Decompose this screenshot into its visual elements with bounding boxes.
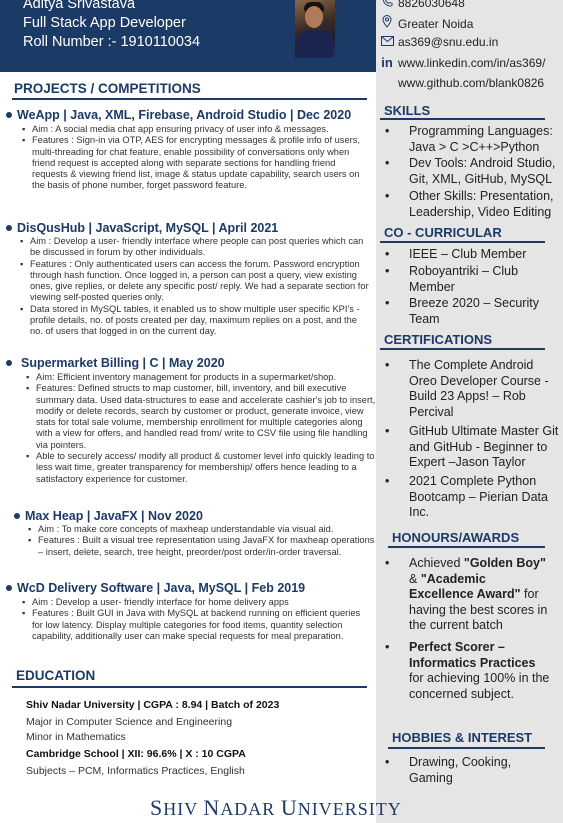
honours-rule xyxy=(388,546,545,548)
project-desc: ▪ Aim : A social media chat app ensuring … xyxy=(22,124,360,191)
hobbies-heading: HOBBIES & INTEREST xyxy=(392,730,533,745)
university-logo: SHIV NADAR UNIVERSITY xyxy=(150,795,402,820)
cocurricular-item: • Breeze 2020 – Security Team xyxy=(385,296,539,326)
project-bullet xyxy=(6,225,12,231)
major-line: Major in Computer Science and Engineerin… xyxy=(26,716,233,728)
honours-item: • Achieved "Golden Boy" & "Academic Excel… xyxy=(385,556,548,632)
minor-line: Minor in Mathematics xyxy=(26,731,126,743)
projects-heading: PROJECTS / COMPETITIONS xyxy=(14,81,201,96)
skills-rule xyxy=(380,118,545,120)
role-text: Full Stack App Developer xyxy=(23,15,186,31)
project-desc: ▪ Aim : Develop a user- friendly interfac… xyxy=(22,597,361,641)
project-desc: ▪ Aim : To make core concepts of maxheap … xyxy=(28,524,375,557)
honours-item: • Perfect Scorer – Informatics Practices … xyxy=(385,640,550,701)
project-bullet xyxy=(6,585,12,591)
certification-item: • 2021 Complete Python Bootcamp – Pierian… xyxy=(385,474,548,519)
cocurricular-item: • IEEE – Club Member xyxy=(385,247,527,261)
profile-photo xyxy=(295,0,335,58)
name-text: Aditya Srivastava xyxy=(23,0,136,12)
header-banner: Aditya Srivastava Full Stack App Develop… xyxy=(0,0,376,72)
school-line: Cambridge School | XII: 96.6% | X : 10 C… xyxy=(26,748,246,760)
phone-text: 8826030648 xyxy=(398,0,465,10)
subjects-line: Subjects – PCM, Informatics Practices, E… xyxy=(26,765,245,777)
project-title: WeApp | Java, XML, Firebase, Android Stu… xyxy=(17,108,352,122)
cocurricular-item: • Roboyantriki – Club Member xyxy=(385,264,519,294)
linkedin-link[interactable]: www.linkedin.com/in/as369/ xyxy=(398,56,546,70)
project-title: Supermarket Billing | C | May 2020 xyxy=(21,356,225,370)
certification-item: • GitHub Ultimate Master Git and GitHub -… xyxy=(385,424,559,469)
contact-location: Greater Noida xyxy=(376,15,563,31)
certifications-rule xyxy=(380,348,545,350)
github-link[interactable]: www.github.com/blank0826 xyxy=(398,76,545,90)
mail-icon xyxy=(376,35,398,49)
certification-item: • The Complete Android Oreo Developer Cou… xyxy=(385,358,549,419)
skills-heading: SKILLS xyxy=(384,103,431,118)
contact-phone: 8826030648 xyxy=(376,0,563,10)
contact-linkedin[interactable]: in www.linkedin.com/in/as369/ xyxy=(376,55,563,70)
project-title: Max Heap | JavaFX | Nov 2020 xyxy=(25,509,203,523)
linkedin-icon: in xyxy=(381,55,393,70)
cocurricular-heading: CO - CURRICULAR xyxy=(384,225,502,240)
contact-email[interactable]: as369@snu.edu.in xyxy=(376,35,563,49)
university-line: Shiv Nadar University | CGPA : 8.94 | Ba… xyxy=(26,699,280,711)
sidebar xyxy=(376,0,563,823)
skill-item: • Other Skills: Presentation, Leadership,… xyxy=(385,189,554,219)
education-heading: EDUCATION xyxy=(16,668,96,683)
honours-heading: HONOURS/AWARDS xyxy=(392,530,520,545)
hobby-item: • Drawing, Cooking, Gaming xyxy=(385,755,512,785)
email-link[interactable]: as369@snu.edu.in xyxy=(398,35,499,49)
project-bullet xyxy=(6,112,12,118)
location-text: Greater Noida xyxy=(398,17,474,31)
project-desc: ▪ Aim: Efficient inventory management for… xyxy=(26,372,376,484)
phone-icon xyxy=(376,0,398,10)
project-title: WcD Delivery Software | Java, MySQL | Fe… xyxy=(17,581,306,595)
education-rule xyxy=(12,686,367,688)
skill-item: • Dev Tools: Android Studio, Git, XML, Gi… xyxy=(385,156,556,186)
hobbies-rule xyxy=(388,747,545,749)
cocurricular-rule xyxy=(380,241,545,243)
roll-number-text: Roll Number :- 1910110034 xyxy=(23,34,201,50)
skill-item: • Programming Languages: Java > C >C++>Py… xyxy=(385,124,553,154)
certifications-heading: CERTIFICATIONS xyxy=(384,332,493,347)
projects-rule xyxy=(12,98,367,100)
project-bullet xyxy=(14,513,20,519)
project-title: DisQusHub | JavaScript, MySQL | April 20… xyxy=(17,221,279,235)
contact-github[interactable]: www.github.com/blank0826 xyxy=(376,76,563,90)
location-pin-icon xyxy=(376,15,398,31)
project-bullet xyxy=(6,360,12,366)
project-desc: ▪ Aim : Develop a user- friendly interfac… xyxy=(20,236,369,337)
